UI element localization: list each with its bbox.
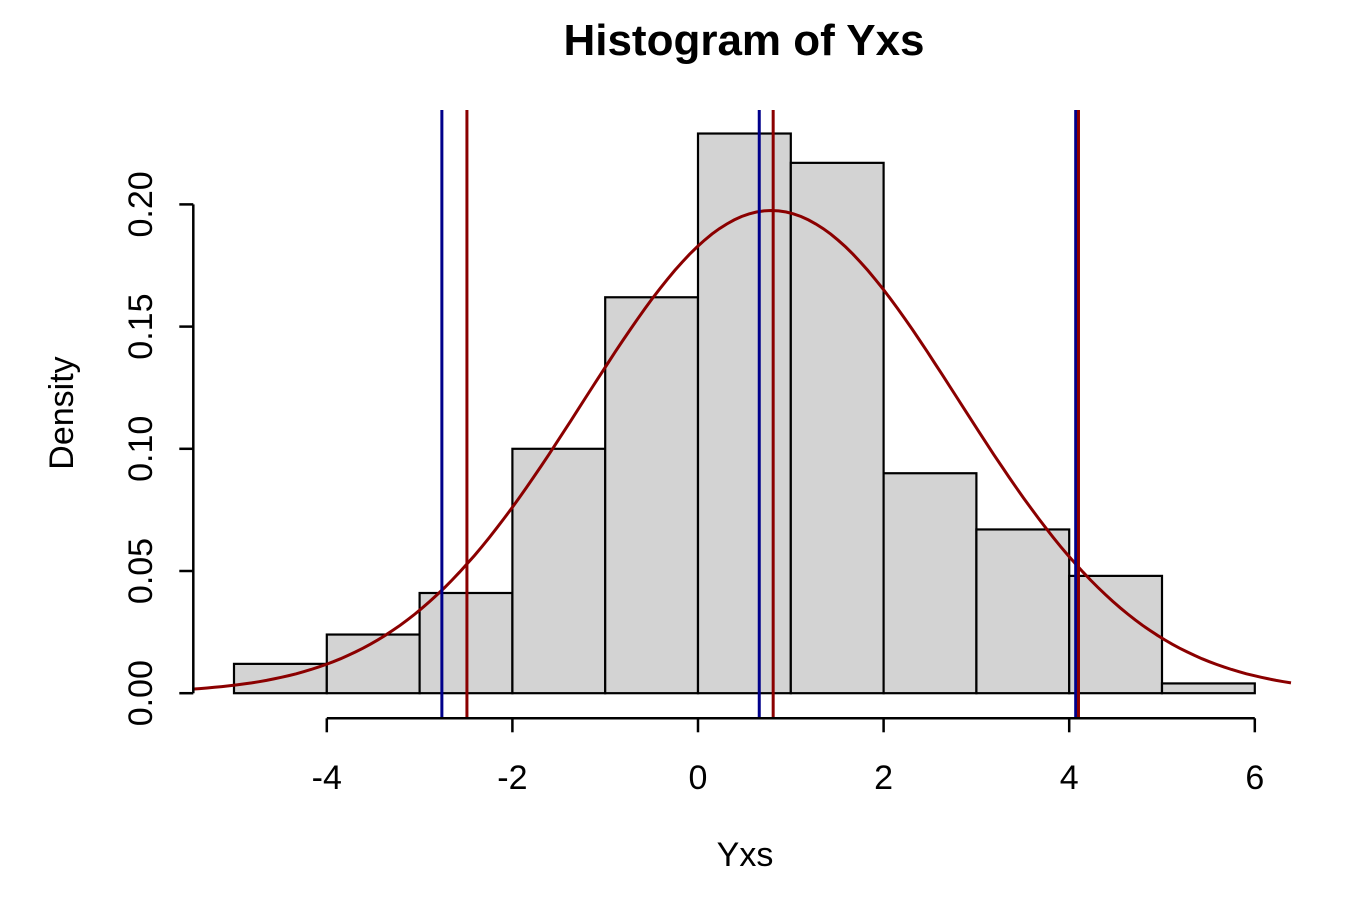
x-tick-label: 6 [1245,759,1264,797]
histogram-bar [1160,682,1256,695]
y-tick-label: 0.05 [122,538,160,604]
y-tick-label: 0.15 [122,294,160,360]
density-curve [192,208,1292,691]
y-axis: 0.00 0.05 0.10 0.15 0.20 [122,171,195,726]
x-tick-label: 0 [689,759,708,797]
x-tick-label: -4 [312,759,342,797]
histogram-bar [696,132,792,695]
x-tick-label: 2 [874,759,893,797]
y-tick-label: 0.00 [122,660,160,726]
y-axis-title: Density [43,356,81,469]
x-tick-label: 4 [1060,759,1079,797]
histogram-bar [882,472,978,695]
histogram-bar [1068,574,1164,695]
normal-density-curve [192,208,1292,691]
y-tick-label: 0.20 [122,171,160,237]
chart-title: Histogram of Yxs [563,16,924,65]
x-axis-title: Yxs [717,836,774,874]
x-axis: -4 -2 0 2 4 6 [312,717,1264,797]
histogram-bar [789,161,885,695]
histogram-bar [975,528,1071,695]
reference-vlines [440,110,1080,719]
histogram-bar [604,296,700,695]
histogram-bar [325,633,421,695]
x-tick-label: -2 [497,759,527,797]
histogram-bars [232,132,1256,695]
y-tick-label: 0.10 [122,416,160,482]
